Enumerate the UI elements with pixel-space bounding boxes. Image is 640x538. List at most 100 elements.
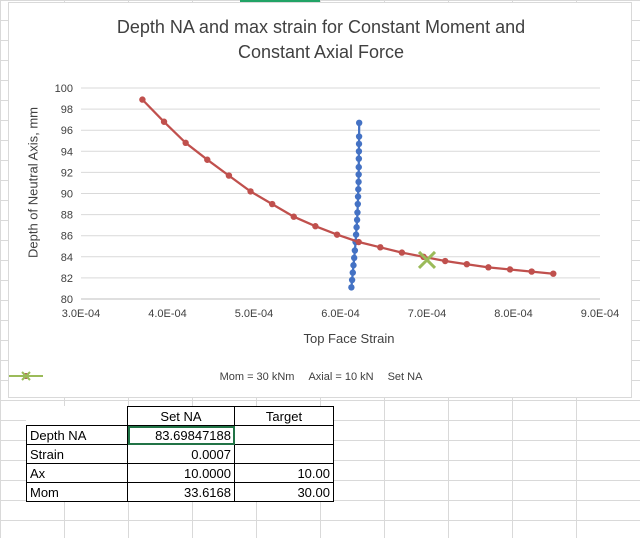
point-mom-30-knm-9: [353, 216, 361, 224]
y-tick-label-84: 84: [61, 252, 73, 264]
point-set-na-stroke-b: [417, 250, 437, 270]
cell-mom-target[interactable]: 30.00: [234, 482, 334, 502]
x-tick-label-6.0E-04: 6.0E-04: [321, 308, 360, 320]
point-mom-30-knm-1: [348, 276, 356, 284]
point-mom-30-knm-13: [355, 186, 362, 193]
table-row: Mom 33.6168 30.00: [26, 482, 334, 502]
results-table: Set NA Target Depth NA 83.69847188 Strai…: [26, 406, 334, 502]
point-mom-30-knm-15: [355, 171, 362, 178]
active-column-indicator: [240, 0, 320, 2]
point-mom-30-knm-11: [354, 200, 361, 208]
table-header-row: Set NA Target: [27, 406, 334, 426]
point-axial-10-kn-12: [398, 249, 406, 256]
point-mom-30-knm-12: [354, 193, 362, 200]
point-axial-10-kn-4: [225, 172, 233, 179]
point-axial-10-kn-15: [463, 260, 470, 268]
point-axial-10-kn-5: [247, 188, 254, 195]
cell-strain-target[interactable]: [234, 444, 334, 464]
point-mom-30-knm-18: [355, 148, 363, 155]
y-tick-label-80: 80: [61, 294, 73, 306]
point-mom-30-knm-4: [350, 254, 358, 262]
chart-title-line-2: Constant Axial Force: [237, 42, 405, 62]
y-tick-label-98: 98: [61, 104, 73, 116]
cell-strain-set[interactable]: 0.0007: [127, 444, 235, 464]
row-label-mom[interactable]: Mom: [26, 482, 128, 502]
y-tick-label-90: 90: [61, 189, 73, 201]
point-mom-30-knm-10: [354, 209, 361, 216]
legend-marker-setna: [9, 371, 43, 381]
cell-mom-set[interactable]: 33.6168: [127, 482, 235, 502]
point-axial-10-kn-14: [441, 257, 449, 265]
legend: Mom = 30 kNm Axial = 10 kN Set NA: [9, 371, 633, 383]
row-label-strain[interactable]: Strain: [26, 444, 128, 464]
series-line-axial-10-kn: [141, 98, 554, 275]
x-tick-label-5.0E-04: 5.0E-04: [235, 308, 274, 320]
legend-item-mom: Mom = 30 kNm: [9, 371, 295, 383]
legend-label-setna: Set NA: [387, 371, 423, 383]
y-tick-label-92: 92: [61, 167, 73, 179]
point-axial-10-kn-19: [550, 270, 557, 277]
series-line-mom-30-knm: [350, 122, 361, 288]
point-mom-30-knm-21: [355, 119, 363, 127]
point-mom-30-knm-3: [350, 262, 357, 269]
chart-area[interactable]: Depth NA and max strain for Constant Mom…: [8, 2, 632, 398]
point-mom-30-knm-7: [352, 231, 360, 238]
y-axis-label: Depth of Neutral Axis, mm: [25, 107, 41, 258]
table-row: Ax 10.0000 10.00: [26, 463, 334, 483]
x-tick-label-8.0E-04: 8.0E-04: [494, 308, 533, 320]
y-tick-label-94: 94: [61, 146, 73, 158]
y-tick-label-96: 96: [61, 125, 73, 137]
point-mom-30-knm-19: [355, 140, 363, 148]
x-tick-label-9.0E-04: 9.0E-04: [581, 308, 620, 320]
point-axial-10-kn-10: [355, 238, 362, 246]
point-axial-10-kn-6: [268, 200, 276, 208]
point-set-na-0: [417, 250, 437, 270]
point-mom-30-knm-14: [355, 178, 362, 186]
table-row: Strain 0.0007: [26, 444, 334, 464]
legend-label-axial: Axial = 10 kN: [308, 371, 374, 383]
plot-area: 80 82 84 86 88 90 92 94 96 98 100 3.0E-04 4.0E-04 5.0…: [55, 83, 620, 320]
point-mom-30-knm-0: [348, 284, 355, 291]
point-axial-10-kn-11: [377, 244, 384, 251]
point-mom-30-knm-20: [355, 133, 363, 140]
point-mom-30-knm-17: [355, 155, 363, 162]
legend-item-axial: Axial = 10 kN: [9, 371, 374, 383]
series-marks: [139, 96, 557, 291]
cell-depth-na-target[interactable]: [234, 425, 334, 445]
point-axial-10-kn-7: [290, 213, 297, 220]
x-tick-label-3.0E-04: 3.0E-04: [62, 308, 101, 320]
row-label-ax[interactable]: Ax: [26, 463, 128, 483]
chart-title-line-1: Depth NA and max strain for Constant Mom…: [116, 17, 526, 37]
table-header-target[interactable]: Target: [234, 406, 334, 426]
table-header-blank[interactable]: [27, 407, 128, 426]
point-axial-10-kn-9: [333, 231, 341, 238]
point-axial-10-kn-3: [204, 156, 211, 163]
point-axial-10-kn-8: [312, 223, 319, 230]
cell-ax-set[interactable]: 10.0000: [127, 463, 235, 483]
point-axial-10-kn-1: [160, 118, 168, 125]
chart-title: Depth NA and max strain for Constant Mom…: [9, 15, 633, 65]
x-tick-label-7.0E-04: 7.0E-04: [408, 308, 447, 320]
point-axial-10-kn-2: [182, 139, 189, 147]
x-axis-label: Top Face Strain: [303, 331, 395, 346]
y-tick-label-88: 88: [61, 210, 73, 222]
point-mom-30-knm-8: [353, 224, 360, 231]
cell-ax-target[interactable]: 10.00: [234, 463, 334, 483]
point-mom-30-knm-2: [349, 269, 356, 276]
legend-item-setna: Set NA: [9, 371, 423, 383]
point-axial-10-kn-0: [139, 96, 146, 103]
x-tick-label-4.0E-04: 4.0E-04: [148, 308, 187, 320]
row-label-depth-na[interactable]: Depth NA: [26, 425, 128, 445]
point-mom-30-knm-5: [351, 247, 359, 254]
table-row: Depth NA 83.69847188: [26, 425, 334, 445]
point-axial-10-kn-18: [528, 268, 535, 275]
legend-label-mom: Mom = 30 kNm: [219, 371, 295, 383]
gridlines: [81, 87, 600, 300]
table-header-set-na[interactable]: Set NA: [127, 406, 235, 426]
tick-labels: 80 82 84 86 88 90 92 94 96 98 100 3.0E-04 4.0E-04 5.0…: [55, 83, 620, 320]
y-tick-label-100: 100: [55, 83, 73, 95]
cell-depth-na-set[interactable]: 83.69847188: [127, 425, 235, 445]
y-tick-label-82: 82: [61, 273, 73, 285]
point-axial-10-kn-16: [485, 264, 492, 271]
point-axial-10-kn-17: [506, 266, 514, 273]
